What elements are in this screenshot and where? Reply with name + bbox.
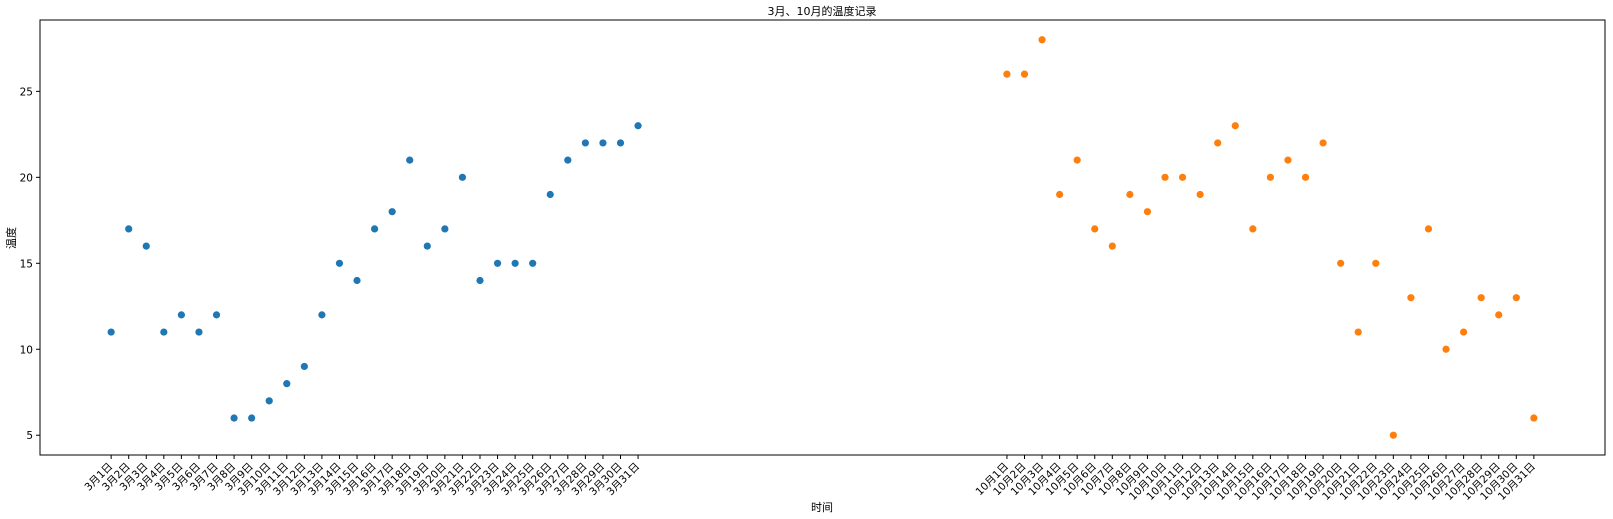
data-point-series-2 <box>1161 173 1169 181</box>
data-point-series-1 <box>406 156 414 164</box>
data-point-series-2 <box>1530 414 1538 422</box>
data-point-series-1 <box>265 397 273 405</box>
data-point-series-1 <box>248 414 256 422</box>
data-point-series-1 <box>634 122 642 130</box>
data-point-series-2 <box>1214 139 1222 147</box>
data-point-series-2 <box>1073 156 1081 164</box>
data-point-series-1 <box>212 311 221 319</box>
data-point-series-1 <box>142 242 150 250</box>
data-point-series-1 <box>599 139 607 147</box>
data-point-series-1 <box>107 328 115 336</box>
data-point-series-2 <box>1407 294 1415 302</box>
y-axis: 5 10 15 20 25 <box>20 86 40 442</box>
data-point-series-1 <box>581 139 589 147</box>
y-tick-label: 10 <box>20 344 33 356</box>
plot-area <box>39 19 1606 456</box>
chart-title: 3月、10月的温度记录 <box>768 4 877 18</box>
data-point-series-1 <box>195 328 203 336</box>
y-tick-label: 20 <box>20 172 33 184</box>
data-point-series-2 <box>1196 190 1204 199</box>
data-point-series-2 <box>1003 70 1011 78</box>
data-point-series-2 <box>1512 294 1520 302</box>
data-point-series-1 <box>546 190 554 199</box>
data-point-series-2 <box>1442 345 1450 353</box>
x-axis: 3月1日3月2日3月3日3月4日3月5日3月6日3月7日3月8日3月9日3月10… <box>82 455 1538 503</box>
data-point-series-2 <box>1143 208 1152 216</box>
data-point-series-1 <box>335 259 344 267</box>
y-tick-label: 15 <box>20 258 33 270</box>
data-point-series-1 <box>371 225 379 233</box>
data-point-series-1 <box>493 259 502 267</box>
data-point-series-2 <box>1424 225 1433 233</box>
data-point-series-1 <box>388 208 396 216</box>
data-point-series-2 <box>1020 70 1029 78</box>
data-point-series-1 <box>160 328 168 336</box>
y-tick-label: 5 <box>26 430 33 442</box>
data-point-series-1 <box>476 276 484 285</box>
data-point-series-1 <box>283 380 291 388</box>
data-point-series-2 <box>1056 190 1064 199</box>
data-point-series-2 <box>1477 294 1485 302</box>
data-point-series-1 <box>125 225 133 233</box>
y-axis-label: 温度 <box>4 227 18 249</box>
data-points <box>107 36 1538 439</box>
data-point-series-1 <box>177 311 185 319</box>
data-point-series-2 <box>1495 311 1503 319</box>
data-point-series-1 <box>353 276 361 285</box>
data-point-series-2 <box>1389 431 1397 439</box>
data-point-series-2 <box>1284 156 1292 164</box>
data-point-series-1 <box>318 311 326 319</box>
data-point-series-1 <box>511 259 519 267</box>
data-point-series-2 <box>1460 328 1468 336</box>
y-tick-label: 25 <box>20 86 33 98</box>
data-point-series-2 <box>1126 190 1134 199</box>
data-point-series-1 <box>230 414 238 422</box>
data-point-series-2 <box>1178 173 1187 181</box>
data-point-series-2 <box>1231 122 1239 130</box>
data-point-series-2 <box>1038 36 1046 44</box>
data-point-series-1 <box>300 362 308 371</box>
data-point-series-2 <box>1354 328 1362 336</box>
data-point-series-1 <box>616 139 625 147</box>
data-point-series-2 <box>1249 225 1257 233</box>
x-axis-label: 时间 <box>811 501 833 514</box>
data-point-series-2 <box>1091 225 1099 233</box>
data-point-series-2 <box>1319 139 1327 147</box>
data-point-series-2 <box>1301 173 1310 181</box>
data-point-series-1 <box>529 259 537 267</box>
data-point-series-1 <box>458 173 467 181</box>
data-point-series-2 <box>1372 259 1380 267</box>
data-point-series-2 <box>1266 173 1274 181</box>
data-point-series-1 <box>441 225 449 233</box>
data-point-series-1 <box>564 156 572 164</box>
data-point-series-2 <box>1337 259 1345 267</box>
data-point-series-1 <box>423 242 431 250</box>
data-point-series-2 <box>1108 242 1116 250</box>
